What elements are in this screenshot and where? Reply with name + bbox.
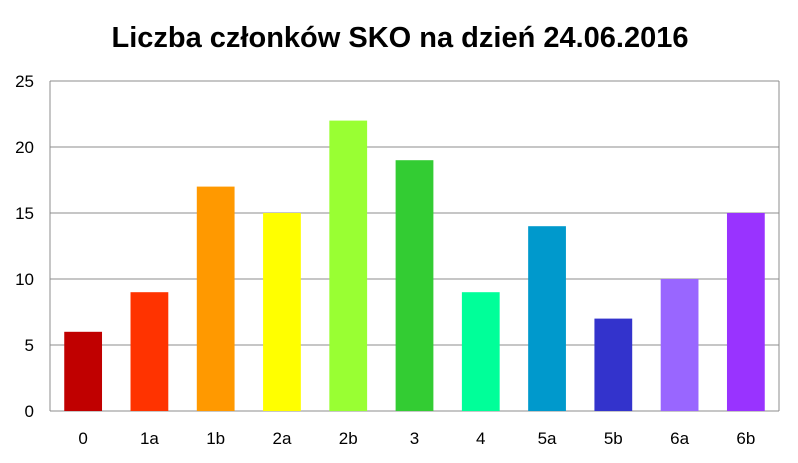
bar-1b xyxy=(196,186,235,411)
x-tick-label: 2b xyxy=(339,429,358,448)
y-tick-label: 25 xyxy=(15,72,34,91)
x-tick-label: 3 xyxy=(410,429,419,448)
x-tick-label: 4 xyxy=(476,429,485,448)
y-tick-label: 10 xyxy=(15,270,34,289)
x-tick-label: 1b xyxy=(206,429,225,448)
x-tick-label: 5a xyxy=(538,429,557,448)
x-tick-label: 6a xyxy=(670,429,689,448)
x-tick-label: 6b xyxy=(736,429,755,448)
bar-0 xyxy=(64,331,103,411)
y-tick-label: 0 xyxy=(25,402,34,421)
x-tick-label: 2a xyxy=(272,429,291,448)
x-tick-label: 5b xyxy=(604,429,623,448)
bar-2a xyxy=(263,213,301,411)
bar-1a xyxy=(130,292,169,411)
bar-6b xyxy=(726,213,765,411)
bar-5a xyxy=(528,226,566,411)
y-axis: 0 5 10 15 20 25 xyxy=(15,72,34,421)
x-tick-label: 0 xyxy=(78,429,87,448)
y-tick-label: 20 xyxy=(15,138,34,157)
bar-2b xyxy=(329,120,368,411)
bar-3 xyxy=(395,160,434,411)
x-axis: 0 1a 1b 2a 2b 3 4 5a 5b 6a 6b xyxy=(78,429,755,448)
bar-4 xyxy=(461,292,500,411)
bars xyxy=(64,120,765,411)
y-tick-label: 15 xyxy=(15,204,34,223)
bar-5b xyxy=(594,318,633,411)
chart-title: Liczba członków SKO na dzień 24.06.2016 xyxy=(112,22,689,54)
y-tick-label: 5 xyxy=(25,336,34,355)
bar-6a xyxy=(660,279,699,411)
x-tick-label: 1a xyxy=(140,429,159,448)
